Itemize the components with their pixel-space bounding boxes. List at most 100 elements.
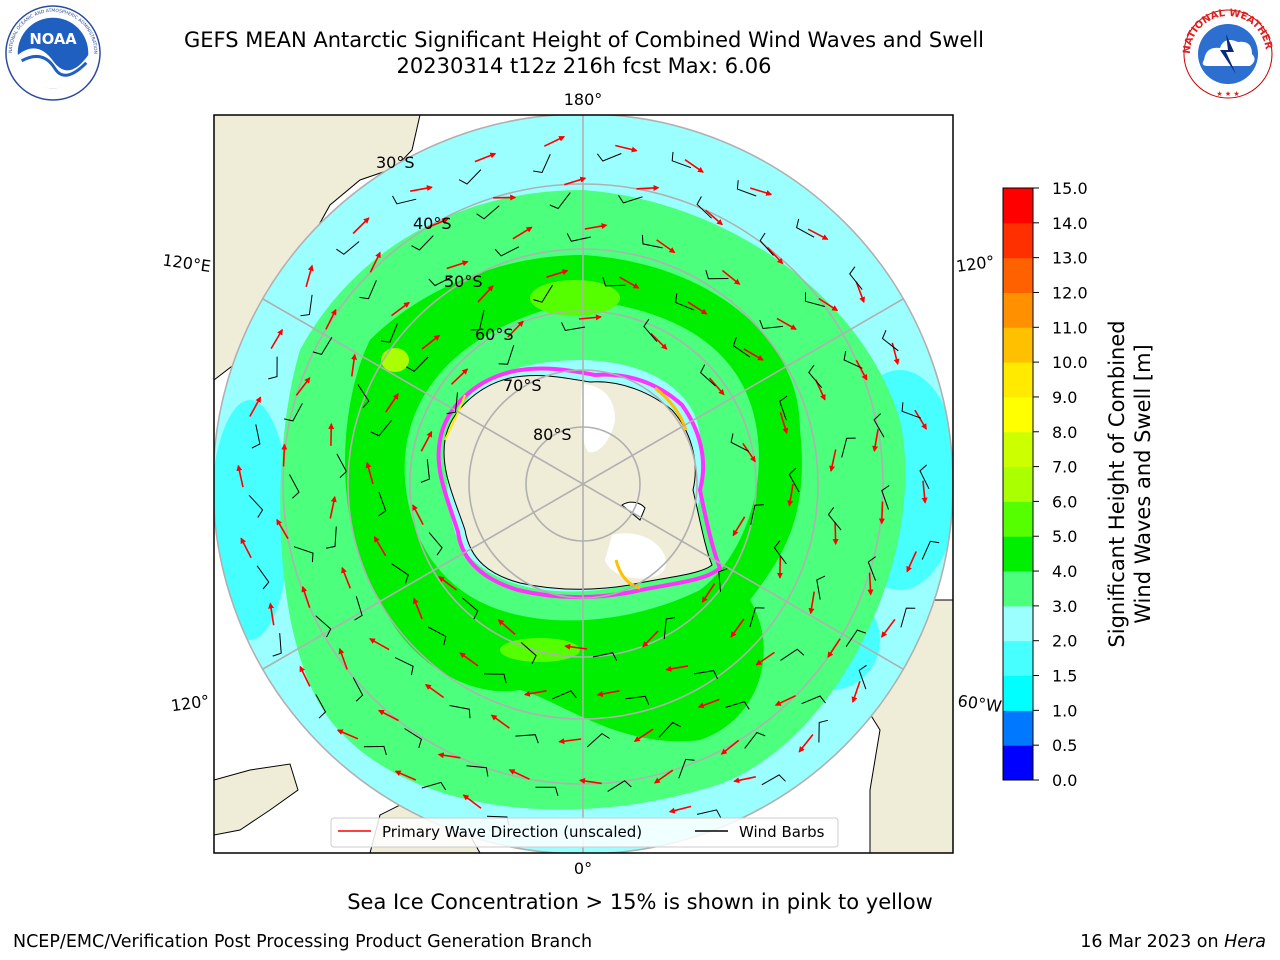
- wind-barb: [420, 459, 430, 483]
- wave-direction-arrow: [236, 464, 244, 488]
- wave-direction-arrow: [497, 619, 516, 636]
- wind-barb: [394, 657, 414, 676]
- wave-direction-arrow: [508, 769, 530, 780]
- wind-barb: [658, 721, 681, 738]
- wind-barb: [380, 323, 398, 343]
- wave-direction-arrow: [446, 260, 469, 270]
- wave-direction-arrow: [720, 739, 740, 755]
- wind-barb: [293, 546, 314, 563]
- wave-direction-arrow: [705, 209, 723, 226]
- wave-direction-arrow: [426, 218, 449, 229]
- wind-barb: [404, 728, 422, 748]
- wave-direction-arrow: [338, 647, 348, 670]
- noaa-logo-text: NOAA: [29, 31, 77, 48]
- wind-barb: [788, 467, 800, 493]
- wave-direction-arrow: [808, 591, 815, 615]
- wave-direction-arrow: [743, 348, 764, 361]
- wave-direction-arrow: [477, 285, 494, 303]
- wind-barb: [446, 392, 458, 415]
- svg-text:★ ★ ★: ★ ★ ★: [1216, 90, 1239, 98]
- footer-branch: NCEP/EMC/Verification Post Processing Pr…: [13, 932, 593, 952]
- wave-direction-arrow: [268, 602, 275, 626]
- wind-barb: [693, 670, 718, 680]
- wave-direction-arrow: [687, 301, 708, 315]
- wind-barb: [498, 344, 515, 365]
- wind-barb: [919, 464, 930, 490]
- lat-label-30s: 30°S: [376, 153, 415, 172]
- wind-barbs: [248, 151, 940, 826]
- wind-barb: [750, 504, 764, 525]
- wave-direction-arrow: [369, 251, 381, 273]
- lon-label-60w: 60°W: [956, 691, 1003, 716]
- antarctica: [436, 366, 723, 599]
- wave-direction-arrow: [642, 630, 659, 648]
- wave-direction-arrow: [412, 504, 424, 525]
- wave-direction-arrow: [701, 583, 716, 603]
- chart-title: GEFS MEAN Antarctic Significant Height o…: [183, 28, 985, 52]
- wave-direction-arrow: [564, 176, 587, 186]
- wave-direction-arrow: [665, 665, 689, 672]
- wave-direction-arrow: [420, 430, 433, 452]
- wind-barb: [470, 309, 485, 331]
- wind-barb: [873, 413, 885, 438]
- wave-direction-arrow: [921, 480, 928, 504]
- wave-direction-arrow: [708, 377, 725, 396]
- wave-direction-arrow: [656, 239, 676, 254]
- wind-barb: [744, 731, 766, 749]
- wind-barb: [428, 276, 453, 287]
- wind-barb: [773, 540, 787, 565]
- wind-barb: [391, 563, 409, 584]
- wind-barb: [808, 364, 823, 389]
- wind-barb: [289, 474, 300, 499]
- wave-direction-arrow: [462, 794, 482, 809]
- wave-direction-arrow: [829, 449, 837, 472]
- wind-barb: [462, 597, 479, 620]
- lat-label-40s: 40°S: [413, 214, 452, 233]
- wave-direction-arrow: [281, 443, 288, 467]
- wave-direction-arrow: [424, 683, 445, 699]
- wave-direction-arrow: [653, 769, 674, 784]
- wave-direction-arrow: [615, 144, 638, 153]
- wind-barb: [696, 196, 712, 219]
- wave-direction-arrow: [394, 770, 417, 781]
- wind-barb: [392, 195, 417, 205]
- wind-barb: [881, 330, 899, 352]
- wind-barb: [586, 732, 610, 748]
- wind-barb: [818, 719, 829, 743]
- wave-direction-arrow: [733, 776, 756, 784]
- wave-direction-arrow: [474, 152, 497, 163]
- wind-barb: [816, 575, 826, 600]
- wind-barb: [466, 765, 489, 777]
- wave-direction-arrow: [413, 597, 423, 620]
- wind-barb: [779, 395, 788, 421]
- wave-direction-arrow: [749, 187, 773, 196]
- wind-barb: [641, 234, 663, 249]
- wind-barb: [352, 677, 364, 702]
- footer-date-text: 16 Mar 2023 on: [1080, 932, 1225, 952]
- wind-barb: [428, 532, 443, 556]
- noaa-logo: NOAA NATIONAL OCEANIC AND ATMOSPHERIC AD…: [4, 4, 101, 101]
- wave-direction-arrow: [270, 328, 283, 350]
- lon-label-120e: 120°E: [161, 250, 212, 276]
- wave-direction-arrow: [881, 618, 896, 638]
- wind-barb: [780, 648, 805, 661]
- wind-barb: [749, 607, 765, 628]
- wave-direction-arrow: [490, 714, 510, 729]
- wind-barb: [732, 337, 751, 358]
- lat-label-80s: 80°S: [533, 425, 572, 444]
- wave-direction-arrow: [351, 353, 358, 377]
- wave-direction-arrow: [336, 729, 359, 740]
- wind-barb: [602, 277, 626, 287]
- wind-barb: [272, 633, 282, 657]
- map-frame: [213, 114, 954, 854]
- wave-direction-arrows: [236, 135, 928, 814]
- wind-barb: [354, 596, 363, 621]
- wave-direction-arrow: [421, 334, 441, 350]
- wave-direction-arrow: [391, 301, 410, 317]
- legend-wave-label: Primary Wave Direction (unscaled): [382, 823, 642, 841]
- wind-barb: [363, 745, 387, 756]
- wind-barb: [858, 664, 867, 690]
- wave-direction-arrow: [798, 734, 814, 753]
- wave-direction-arrow: [329, 495, 337, 519]
- wind-barb: [759, 232, 774, 256]
